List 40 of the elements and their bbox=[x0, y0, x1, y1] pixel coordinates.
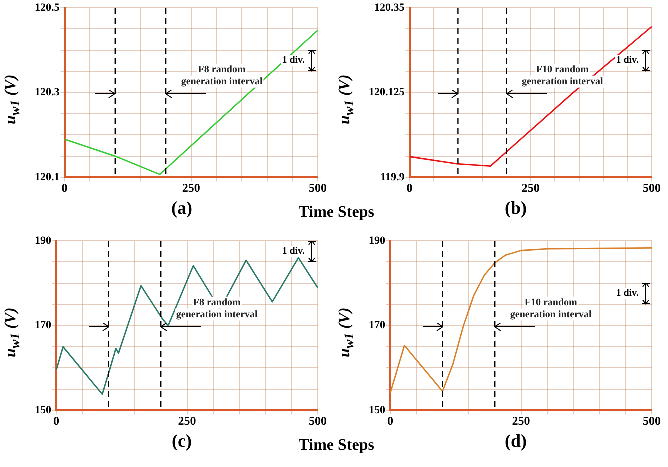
y-tick-label: 120.125 bbox=[369, 86, 406, 99]
x-axis-title: Time bbox=[298, 437, 334, 455]
y-tick-label: 150 bbox=[35, 404, 52, 416]
x-axis-title: Steps bbox=[338, 204, 374, 222]
x-tick-label: 250 bbox=[512, 414, 530, 428]
x-tick-label: 250 bbox=[182, 180, 200, 195]
y-tick-label: 170 bbox=[369, 320, 386, 332]
x-tick-label: 250 bbox=[522, 180, 540, 195]
annotation: 1 div. bbox=[615, 288, 640, 300]
x-tick-label: 0 bbox=[406, 180, 413, 195]
x-tick-label: 0 bbox=[54, 414, 60, 428]
y-tick-label: 170 bbox=[35, 320, 52, 332]
annotation: F10 random generation interval bbox=[522, 64, 604, 88]
x-tick-label: 500 bbox=[309, 180, 327, 195]
annotation: F10 random generation interval bbox=[510, 297, 592, 320]
annotation: 1 div. bbox=[281, 55, 306, 66]
y-tick-label: 120.35 bbox=[374, 2, 406, 14]
annotation: 1 div. bbox=[615, 55, 640, 66]
y-tick-label: 120.3 bbox=[35, 86, 60, 99]
y-tick-label: 120.1 bbox=[35, 171, 60, 184]
text: (c) bbox=[172, 431, 192, 451]
x-axis-title: Steps bbox=[338, 437, 374, 455]
text: (b) bbox=[505, 198, 527, 218]
annotation: 1 div. bbox=[281, 246, 306, 258]
annotation: F8 random generation interval bbox=[176, 297, 258, 320]
y-tick-label: 150 bbox=[369, 404, 386, 416]
x-tick-label: 0 bbox=[62, 180, 68, 195]
annotation: F8 random generation interval bbox=[181, 64, 263, 88]
y-tick-label: 190 bbox=[369, 234, 386, 247]
x-tick-label: 500 bbox=[309, 414, 327, 428]
y-tick-label: 120.5 bbox=[35, 2, 60, 14]
x-axis-title: Time bbox=[298, 204, 334, 222]
x-tick-label: 0 bbox=[388, 414, 394, 428]
x-tick-label: 500 bbox=[643, 180, 661, 195]
x-tick-label: 250 bbox=[178, 414, 196, 428]
y-tick-label: 190 bbox=[35, 234, 52, 247]
y-tick-label: 119.9 bbox=[380, 171, 406, 184]
x-tick-label: 500 bbox=[643, 414, 661, 428]
text: (d) bbox=[505, 431, 527, 451]
text: (a) bbox=[172, 198, 192, 218]
